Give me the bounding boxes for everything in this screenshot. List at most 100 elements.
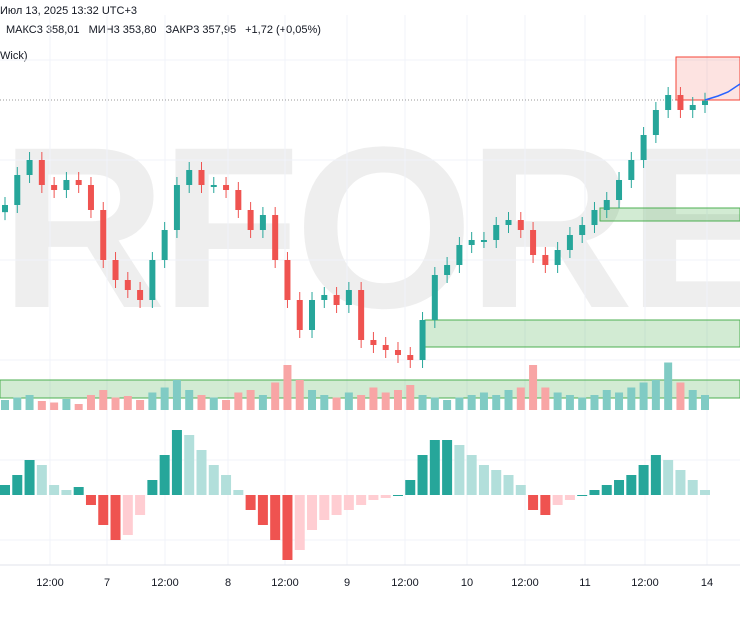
demand-zone <box>599 207 740 222</box>
candle <box>173 185 180 230</box>
oscillator-bar <box>282 495 293 560</box>
oscillator-bar <box>135 495 146 515</box>
volume-bar <box>357 395 366 410</box>
volume-bar <box>553 392 562 410</box>
x-axis-label: 12:00 <box>511 577 539 589</box>
candle <box>480 240 487 242</box>
candle <box>394 350 401 355</box>
oscillator-bar <box>700 490 710 495</box>
volume-bar <box>627 387 636 410</box>
oscillator-bar <box>429 440 440 495</box>
x-axis-label: 12:00 <box>151 577 179 589</box>
candle <box>689 105 696 110</box>
volume-bar <box>369 387 378 410</box>
candle <box>517 220 524 230</box>
oscillator-bar <box>687 480 698 495</box>
x-axis-label: 12:00 <box>391 577 419 589</box>
oscillator-bar <box>442 440 453 495</box>
oscillator-bar <box>380 495 391 498</box>
candle <box>87 185 94 210</box>
volume-bar <box>664 362 673 410</box>
candle <box>63 180 70 190</box>
volume-bar <box>258 395 267 410</box>
volume-bar <box>701 395 709 410</box>
candle <box>2 205 8 213</box>
volume-bar <box>406 385 415 410</box>
oscillator-bar <box>626 475 637 495</box>
x-axis-label: 9 <box>343 577 351 589</box>
candle <box>247 210 254 230</box>
candle <box>296 300 303 330</box>
candle <box>640 135 647 160</box>
volume-bar <box>651 380 660 410</box>
candle <box>137 290 144 300</box>
candle <box>407 355 414 360</box>
oscillator-bar <box>331 495 342 515</box>
oscillator-bar <box>343 495 354 510</box>
candle <box>603 200 610 210</box>
candle <box>665 95 672 110</box>
oscillator-bar <box>159 455 170 495</box>
volume-bar <box>308 390 317 410</box>
volume-bar <box>160 387 169 410</box>
candle <box>210 185 217 187</box>
oscillator-bar <box>503 475 514 495</box>
volume-bar <box>222 400 231 410</box>
candle <box>186 170 193 185</box>
candle <box>272 215 279 260</box>
candle <box>161 230 168 260</box>
oscillator-bar <box>110 495 121 540</box>
volume-bar <box>295 380 304 410</box>
oscillator-bar <box>368 495 379 500</box>
candle <box>493 225 500 240</box>
low-value: МИН3 353,80 <box>88 24 157 36</box>
x-axis-label: 11 <box>579 577 591 589</box>
datetime: Июл 13, 2025 13:32 UTC+3 <box>0 5 137 17</box>
oscillator-bar <box>650 455 661 495</box>
volume-bar <box>344 392 353 410</box>
x-axis-label: 7 <box>103 577 111 589</box>
oscillator-bar <box>577 495 588 496</box>
oscillator-bar <box>221 475 232 495</box>
oscillator-bar <box>307 495 318 530</box>
close-value: ЗАКР3 357,95 <box>165 24 237 36</box>
candle <box>505 220 512 225</box>
oscillator-bar <box>564 495 575 500</box>
candle <box>51 185 58 190</box>
candle <box>370 340 377 345</box>
candle <box>554 250 561 265</box>
x-axis-label: 12:00 <box>631 577 659 589</box>
oscillator-bar <box>196 450 207 495</box>
supply-zone <box>675 56 740 101</box>
oscillator-bar <box>601 485 612 495</box>
oscillator-bar <box>294 495 305 550</box>
oscillator-bar <box>208 465 219 495</box>
oscillator-bar <box>233 490 244 495</box>
candle <box>100 210 107 260</box>
volume-bar <box>283 365 292 410</box>
candle <box>259 215 266 230</box>
volume-bar <box>479 392 488 410</box>
oscillator-bar <box>515 485 526 495</box>
oscillator-bar <box>663 460 674 495</box>
change-value: +1,72 (+0,05%) <box>245 24 321 36</box>
oscillator-bar <box>638 465 649 495</box>
oscillator-bar <box>491 470 502 495</box>
oscillator-bar <box>49 485 60 495</box>
candle <box>419 320 426 360</box>
volume-bar <box>271 382 280 410</box>
candle <box>566 235 573 250</box>
volume-bar <box>246 390 255 410</box>
oscillator-bar <box>24 460 35 495</box>
candle <box>382 345 389 350</box>
volume-bar <box>639 382 648 410</box>
oscillator-bar <box>614 480 625 495</box>
x-axis-label: 10 <box>460 577 474 589</box>
oscillator-bar <box>528 495 539 510</box>
oscillator-bar <box>85 495 96 505</box>
candle <box>579 225 586 235</box>
volume-bar <box>136 400 145 410</box>
candle <box>38 160 45 185</box>
oscillator-bar <box>61 490 72 495</box>
